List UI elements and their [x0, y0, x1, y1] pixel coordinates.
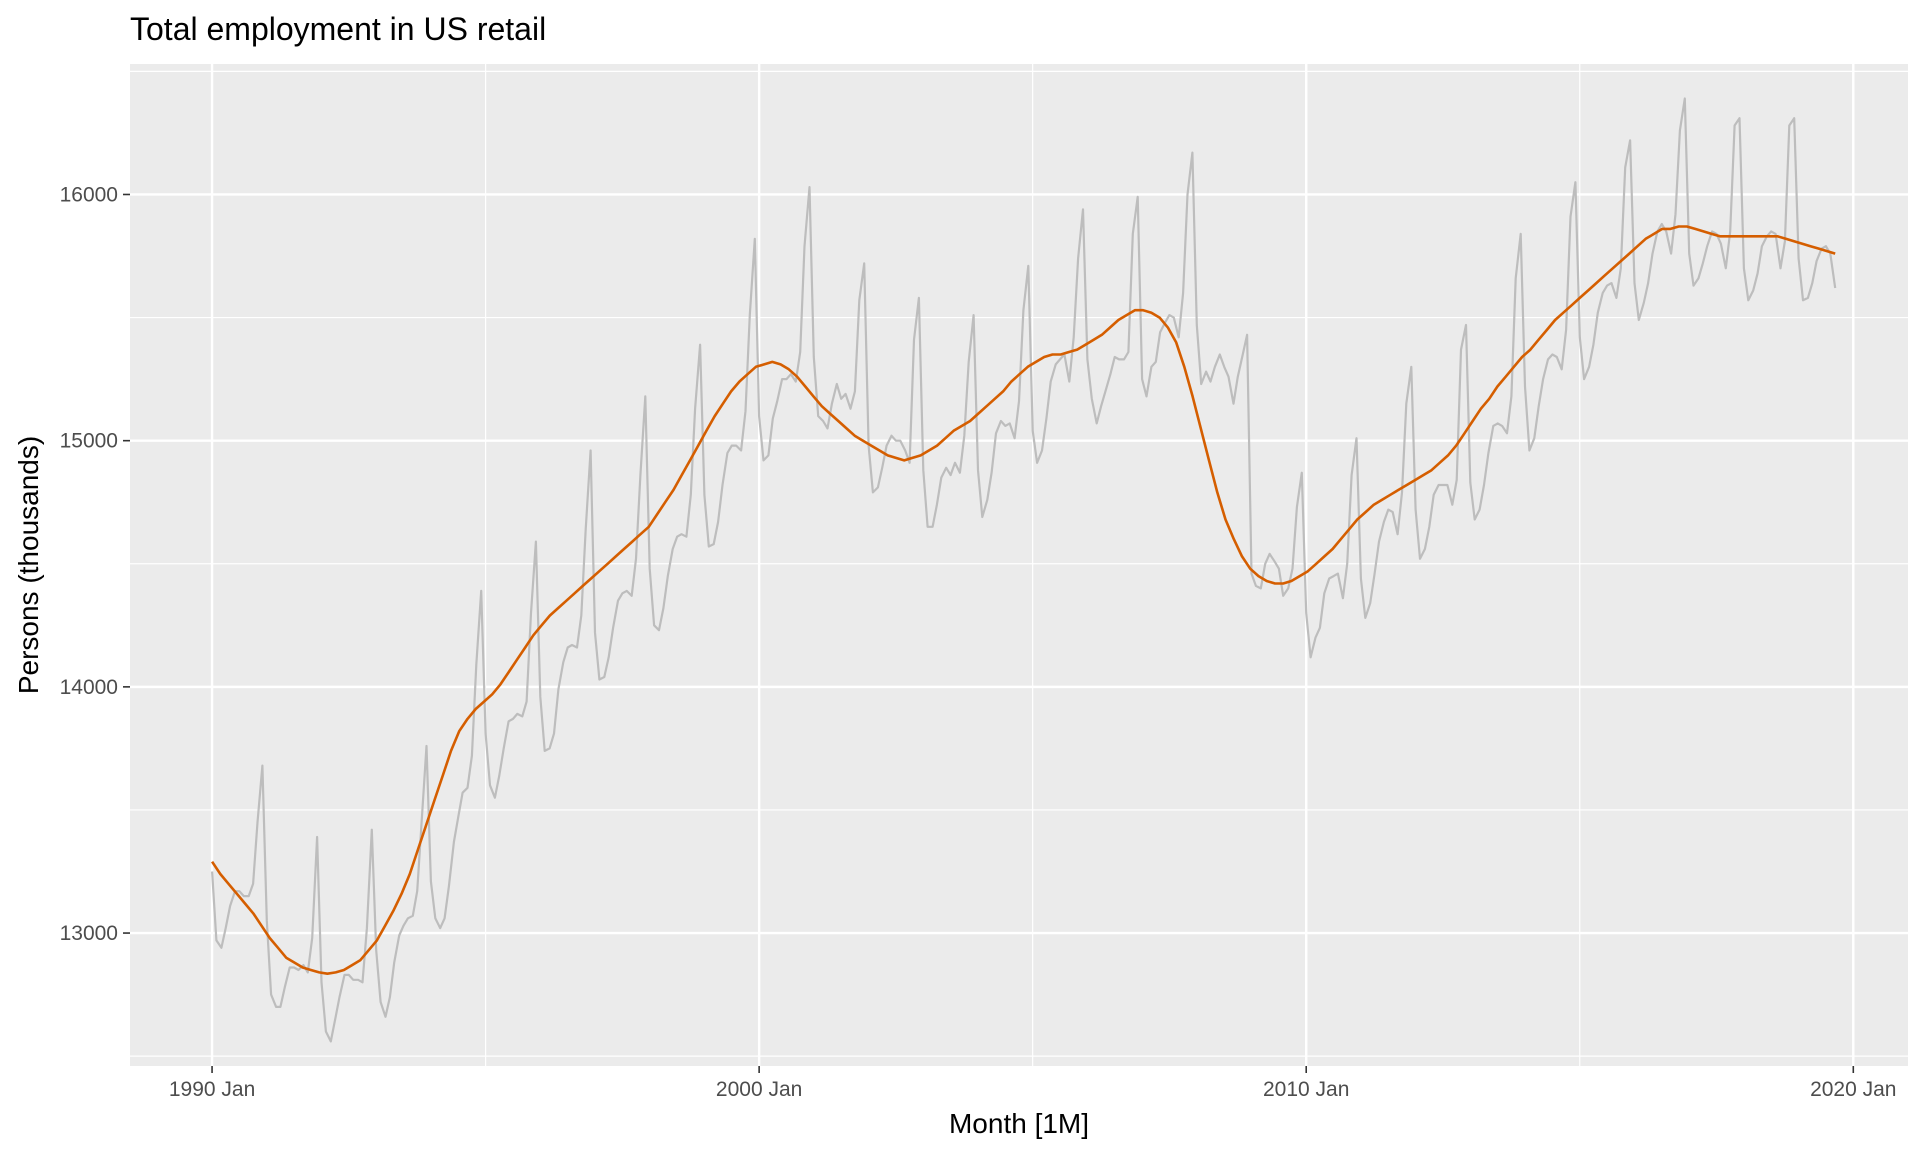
y-tick-label: 15000	[60, 430, 118, 453]
x-axis-title: Month [1M]	[949, 1108, 1089, 1139]
y-tick-label: 16000	[60, 183, 118, 206]
y-axis-title: Persons (thousands)	[13, 436, 44, 694]
series-layer	[211, 97, 1837, 1043]
x-tick-label: 2020 Jan	[1810, 1078, 1896, 1101]
x-tick-label: 2010 Jan	[1263, 1078, 1349, 1101]
y-tick-label: 14000	[60, 676, 118, 699]
major-gridlines	[130, 64, 1908, 1066]
y-tick-label: 13000	[60, 922, 118, 945]
series-line-trend	[211, 225, 1836, 976]
axis-ticks	[123, 193, 1855, 1073]
series-line-employed	[211, 97, 1837, 1043]
axis-tick-labels: 1990 Jan 2000 Jan 2010 Jan 2020 Jan 13000 140…	[60, 183, 1897, 1101]
x-tick-label: 1990 Jan	[169, 1078, 255, 1101]
x-tick-label: 2000 Jan	[716, 1078, 802, 1101]
minor-gridlines	[130, 64, 1908, 1066]
plot-panel	[130, 64, 1908, 1066]
chart-title: Total employment in US retail	[130, 11, 546, 47]
